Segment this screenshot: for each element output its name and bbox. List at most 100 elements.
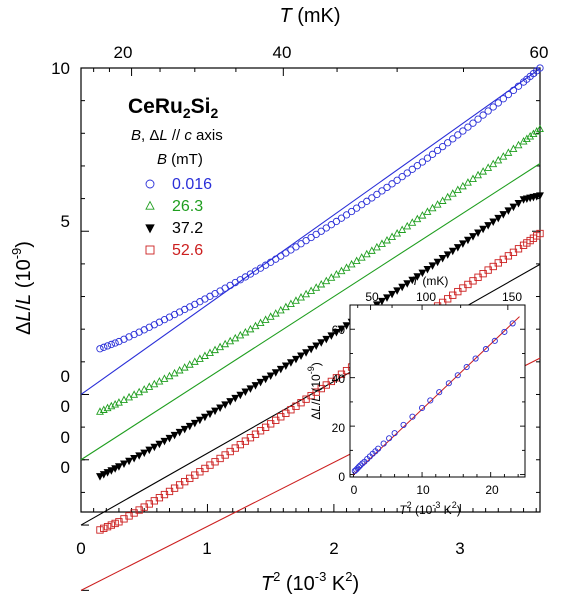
data-point [398, 225, 407, 233]
legend-entry-label: 52.6 [172, 242, 203, 259]
y-offset-tick-label: 0 [61, 458, 70, 477]
data-point [474, 115, 482, 123]
data-point [469, 174, 477, 183]
data-point [438, 196, 447, 204]
data-point [302, 349, 311, 357]
inset-data-point [391, 430, 398, 437]
data-point [266, 372, 275, 381]
data-point [342, 322, 351, 330]
data-point [499, 211, 508, 219]
y-offset-tick-label: 0 [61, 428, 70, 447]
inset-plot-frame [349, 304, 526, 478]
inset-data-point [409, 413, 416, 420]
inset-data-point [436, 389, 443, 396]
data-point [231, 394, 240, 403]
data-point [297, 352, 305, 361]
data-point [514, 140, 523, 149]
data-point [403, 221, 412, 230]
data-point [403, 280, 412, 288]
inset-y-tick-label: 60 [332, 323, 346, 337]
data-point [536, 124, 544, 133]
data-point [103, 469, 112, 477]
inset-y-tick-label: 40 [332, 372, 346, 386]
data-point [125, 457, 133, 466]
data-point [423, 207, 432, 215]
data-point [423, 266, 432, 274]
data-point [519, 136, 528, 145]
data-point [428, 203, 437, 212]
inset-y-axis-label: ΔL/L (10-9) [306, 362, 323, 419]
data-point [448, 247, 457, 256]
inset-x-axis-label: T2 (10-3 K2) [399, 500, 460, 517]
data-point [418, 211, 427, 219]
legend-marker [145, 179, 155, 189]
data-point [499, 152, 508, 160]
y-tick-label: 10 [51, 59, 70, 78]
inset-data-point [454, 372, 461, 379]
data-point [393, 287, 402, 295]
data-point [322, 335, 331, 344]
data-point [413, 273, 422, 281]
data-point [368, 194, 376, 202]
data-point [140, 449, 149, 458]
data-point [499, 95, 507, 103]
data-point [130, 455, 139, 463]
data-point [317, 339, 326, 347]
inset-x-tick-label: 0 [351, 483, 358, 497]
data-point [241, 388, 250, 397]
data-point [428, 150, 437, 158]
legend-entry-label: 37.2 [172, 220, 203, 237]
data-point [423, 154, 432, 162]
data-point [175, 428, 184, 437]
data-point [322, 224, 330, 232]
inset-data-point [491, 337, 498, 344]
inset-x-tick-label: 10 [416, 483, 430, 497]
inset-data-point [509, 320, 516, 327]
data-point [509, 203, 518, 212]
inset-data-point [472, 355, 479, 362]
inset-data-point [375, 445, 382, 452]
data-point [469, 119, 477, 127]
inset-top-axis-label: T (mK) [412, 274, 449, 288]
data-point [99, 471, 108, 479]
data-point [111, 465, 120, 473]
data-point [433, 258, 442, 267]
data-point [514, 82, 523, 90]
data-point [216, 404, 225, 413]
data-point [509, 86, 518, 95]
data-point [261, 375, 270, 384]
data-point [332, 217, 341, 226]
data-point [509, 144, 518, 153]
data-point [479, 111, 487, 119]
data-point [438, 255, 447, 263]
data-point [463, 178, 472, 186]
inset-y-tick-label: 0 [338, 470, 345, 484]
top-axis-label: T (mK) [279, 5, 340, 27]
data-point [504, 207, 513, 215]
data-point [96, 473, 104, 481]
data-point [373, 190, 381, 199]
inset-data-point [501, 328, 508, 335]
data-point [190, 419, 199, 428]
data-point [251, 382, 260, 390]
data-point [459, 127, 467, 135]
inset-data-point [400, 421, 407, 428]
data-point [155, 440, 164, 449]
top-tick-label: 40 [273, 43, 292, 62]
data-point [408, 276, 417, 285]
data-point [428, 262, 437, 270]
data-point [107, 467, 116, 475]
data-point [114, 463, 123, 471]
data-point [458, 181, 467, 190]
inset-data-point [419, 404, 426, 412]
data-point [317, 227, 325, 235]
inset-top-tick-label: 100 [416, 290, 436, 304]
data-point [165, 434, 174, 443]
data-point [96, 345, 104, 353]
data-point [107, 340, 115, 349]
data-point [458, 240, 467, 248]
data-point [504, 90, 513, 99]
data-point [536, 229, 544, 238]
data-point [463, 236, 472, 245]
